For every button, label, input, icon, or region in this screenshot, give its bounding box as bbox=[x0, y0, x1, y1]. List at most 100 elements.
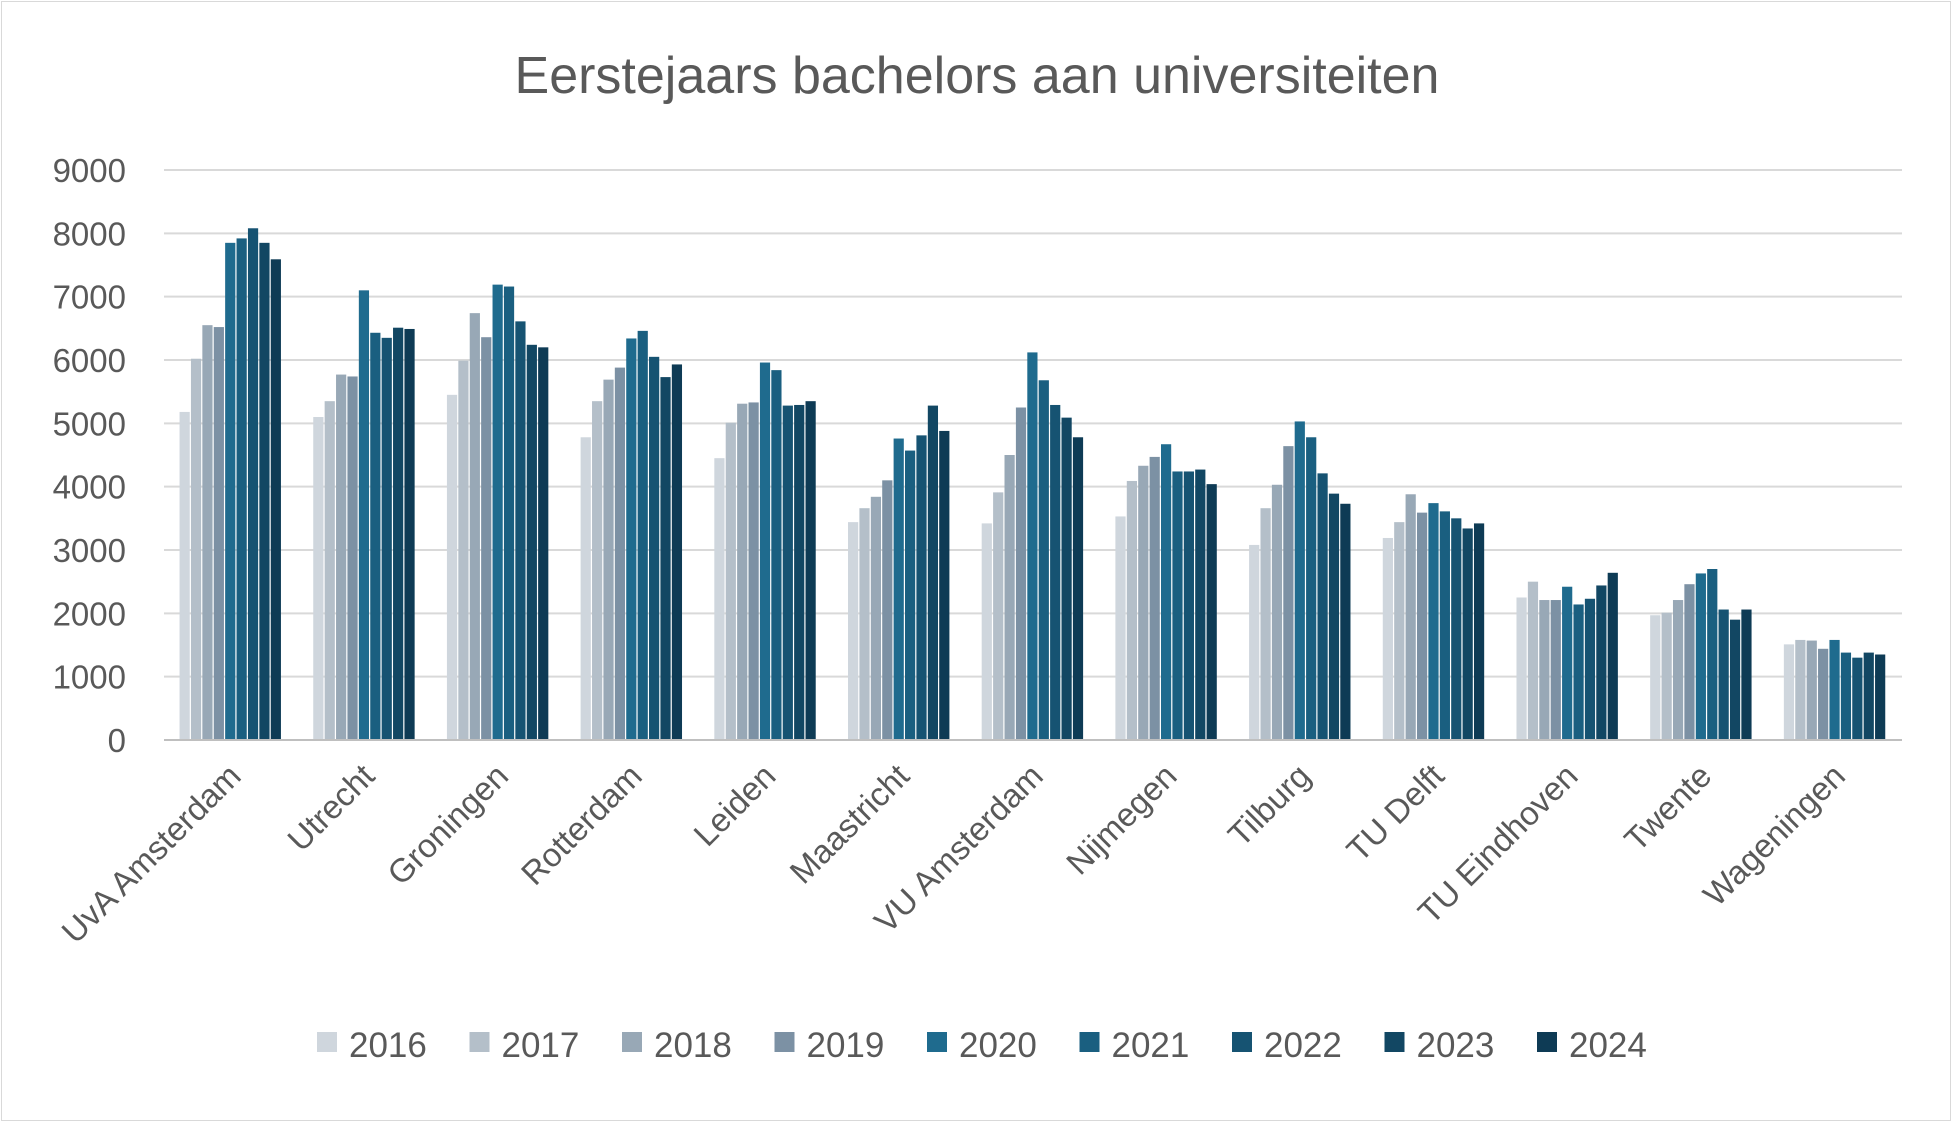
bar bbox=[1718, 609, 1729, 740]
y-tick-label: 5000 bbox=[53, 405, 126, 442]
legend-label: 2020 bbox=[959, 1026, 1037, 1065]
bar bbox=[1172, 471, 1183, 740]
bar bbox=[893, 438, 904, 740]
legend-label: 2017 bbox=[502, 1026, 580, 1065]
x-tick-label: Nijmegen bbox=[1059, 757, 1184, 882]
bar bbox=[1072, 437, 1084, 740]
bar bbox=[247, 228, 259, 740]
x-tick-label: Wageningen bbox=[1696, 757, 1852, 913]
bar bbox=[1038, 380, 1049, 740]
y-tick-label: 9000 bbox=[53, 152, 126, 189]
y-tick-label: 8000 bbox=[53, 215, 126, 252]
bar bbox=[1818, 648, 1829, 740]
bar bbox=[1684, 584, 1695, 740]
legend-label: 2021 bbox=[1112, 1026, 1190, 1065]
bar bbox=[1428, 503, 1439, 740]
bar bbox=[927, 405, 939, 740]
bar bbox=[1340, 503, 1351, 740]
bar bbox=[759, 362, 771, 740]
bar bbox=[1206, 484, 1217, 740]
legend-label: 2016 bbox=[349, 1026, 427, 1065]
bar bbox=[404, 328, 415, 740]
bar bbox=[660, 377, 671, 740]
bar bbox=[538, 347, 549, 740]
bar bbox=[782, 405, 793, 740]
bar bbox=[393, 327, 404, 740]
bar bbox=[1027, 352, 1038, 740]
bar bbox=[1596, 585, 1607, 740]
bar bbox=[939, 430, 950, 740]
bar bbox=[626, 338, 637, 740]
legend-label: 2024 bbox=[1569, 1026, 1647, 1065]
bar bbox=[1695, 573, 1706, 740]
bar bbox=[848, 522, 859, 740]
bar bbox=[1527, 581, 1539, 740]
y-tick-label: 7000 bbox=[53, 279, 126, 316]
bar bbox=[603, 379, 614, 740]
bar bbox=[1584, 598, 1596, 740]
bar bbox=[859, 508, 870, 740]
bar bbox=[1004, 455, 1015, 740]
bar bbox=[481, 337, 492, 740]
bar bbox=[1160, 444, 1172, 740]
bar bbox=[905, 450, 916, 740]
bar bbox=[1875, 654, 1886, 740]
bar bbox=[1149, 456, 1160, 740]
x-tick-label: Utrecht bbox=[280, 757, 381, 858]
bar bbox=[1317, 473, 1328, 740]
x-tick-label: Twente bbox=[1617, 757, 1718, 858]
bar bbox=[324, 401, 335, 740]
bar bbox=[1672, 600, 1684, 740]
bar bbox=[190, 358, 202, 740]
bar bbox=[592, 401, 603, 740]
bar bbox=[737, 403, 748, 740]
bar bbox=[1183, 471, 1194, 740]
bar bbox=[1260, 508, 1271, 740]
bar bbox=[202, 325, 213, 740]
y-tick-label: 1000 bbox=[53, 659, 126, 696]
bar bbox=[1840, 652, 1852, 740]
bar bbox=[771, 370, 782, 740]
bar bbox=[1306, 437, 1317, 740]
bar bbox=[1138, 465, 1149, 740]
bar bbox=[1416, 512, 1428, 740]
legend-swatch bbox=[1537, 1032, 1557, 1052]
bar bbox=[1050, 404, 1061, 740]
bar bbox=[870, 496, 882, 740]
bar bbox=[1462, 528, 1473, 740]
bar bbox=[1539, 600, 1550, 740]
legend-swatch bbox=[1079, 1032, 1100, 1052]
bar bbox=[1015, 407, 1027, 740]
bar bbox=[1115, 516, 1126, 740]
bar bbox=[1852, 657, 1863, 740]
bar bbox=[213, 327, 224, 740]
bar bbox=[1328, 493, 1340, 740]
legend-label: 2019 bbox=[807, 1026, 885, 1065]
bar bbox=[714, 458, 725, 740]
bar bbox=[1126, 480, 1137, 740]
bar bbox=[458, 360, 469, 740]
bar bbox=[981, 523, 992, 740]
bar bbox=[1405, 494, 1416, 740]
bar bbox=[270, 259, 281, 740]
y-tick-label: 0 bbox=[108, 722, 126, 759]
bar bbox=[381, 337, 392, 740]
legend-swatch bbox=[1232, 1032, 1252, 1052]
bar bbox=[1249, 544, 1260, 740]
bar bbox=[748, 402, 759, 740]
legend-swatch bbox=[317, 1032, 337, 1052]
bar bbox=[336, 374, 347, 740]
x-tick-label: Tilburg bbox=[1221, 757, 1318, 854]
bar bbox=[1195, 469, 1206, 740]
bar bbox=[347, 376, 358, 740]
bar bbox=[1707, 569, 1718, 740]
bars bbox=[179, 228, 1886, 741]
bar bbox=[1271, 484, 1283, 740]
bar bbox=[1661, 612, 1672, 740]
x-tick-label: Maastricht bbox=[782, 757, 916, 891]
bar bbox=[725, 422, 736, 740]
bar bbox=[1562, 586, 1573, 740]
legend-label: 2018 bbox=[654, 1026, 732, 1065]
bar bbox=[225, 242, 236, 741]
